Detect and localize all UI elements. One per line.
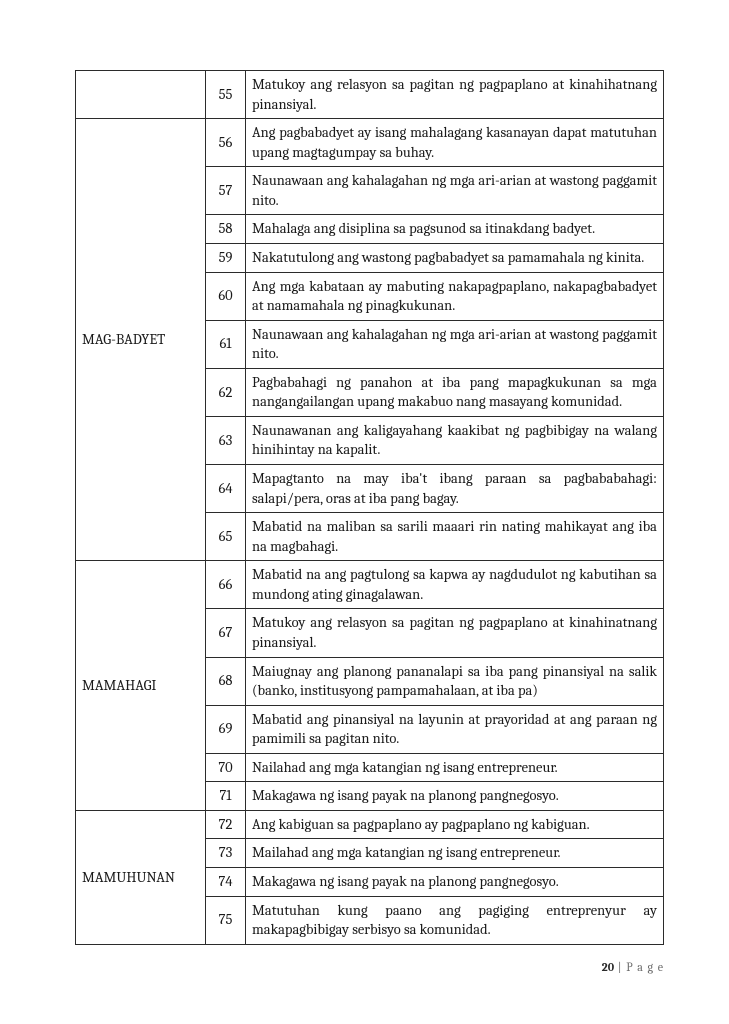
row-number: 57 (206, 167, 246, 215)
row-description: Matutuhan kung paano ang pagiging entrep… (246, 896, 664, 944)
row-number: 56 (206, 119, 246, 167)
row-description: Naunawaan ang kahalagahan ng mga ari-ari… (246, 167, 664, 215)
table-row: 55Matukoy ang relasyon sa pagitan ng pag… (76, 71, 664, 119)
row-description: Mapagtanto na may iba't ibang paraan sa … (246, 465, 664, 513)
category-cell (76, 71, 206, 119)
row-description: Ang mga kabataan ay mabuting nakapagpapl… (246, 272, 664, 320)
row-number: 55 (206, 71, 246, 119)
row-number: 68 (206, 657, 246, 705)
row-number: 59 (206, 243, 246, 272)
row-description: Maiugnay ang planong pananalapi sa iba p… (246, 657, 664, 705)
row-number: 65 (206, 513, 246, 561)
page-label: P a g e (626, 960, 664, 974)
row-number: 75 (206, 896, 246, 944)
row-description: Mabatid na maliban sa sarili maaari rin … (246, 513, 664, 561)
row-description: Mailahad ang mga katangian ng isang entr… (246, 839, 664, 868)
row-number: 63 (206, 416, 246, 464)
page-label-sep: | (618, 960, 626, 974)
row-description: Matukoy ang relasyon sa pagitan ng pagpa… (246, 609, 664, 657)
row-number: 70 (206, 753, 246, 782)
row-description: Naunawaan ang kahalagahan ng mga ari-ari… (246, 320, 664, 368)
row-description: Nakatutulong ang wastong pagbabadyet sa … (246, 243, 664, 272)
row-number: 67 (206, 609, 246, 657)
row-number: 64 (206, 465, 246, 513)
row-description: Matukoy ang relasyon sa pagitan ng pagpa… (246, 71, 664, 119)
row-number: 60 (206, 272, 246, 320)
row-number: 69 (206, 705, 246, 753)
row-number: 74 (206, 868, 246, 897)
row-description: Ang pagbabadyet ay isang mahalagang kasa… (246, 119, 664, 167)
row-description: Mabatid na ang pagtulong sa kapwa ay nag… (246, 561, 664, 609)
row-number: 58 (206, 215, 246, 244)
curriculum-table: 55Matukoy ang relasyon sa pagitan ng pag… (75, 70, 664, 945)
document-page: 55Matukoy ang relasyon sa pagitan ng pag… (0, 0, 729, 1024)
category-cell: MAMUHUNAN (76, 810, 206, 944)
row-description: Makagawa ng isang payak na planong pangn… (246, 868, 664, 897)
category-cell: MAMAHAGI (76, 561, 206, 811)
table-row: MAMAHAGI66Mabatid na ang pagtulong sa ka… (76, 561, 664, 609)
row-number: 71 (206, 782, 246, 811)
row-number: 61 (206, 320, 246, 368)
row-description: Pagbabahagi ng panahon at iba pang mapag… (246, 368, 664, 416)
page-footer: 20 | P a g e (602, 960, 664, 974)
category-cell: MAG-BADYET (76, 119, 206, 561)
row-description: Mabatid ang pinansiyal na layunin at pra… (246, 705, 664, 753)
row-description: Mahalaga ang disiplina sa pagsunod sa it… (246, 215, 664, 244)
row-description: Ang kabiguan sa pagpaplano ay pagpaplano… (246, 810, 664, 839)
table-body: 55Matukoy ang relasyon sa pagitan ng pag… (76, 71, 664, 945)
row-number: 66 (206, 561, 246, 609)
row-number: 73 (206, 839, 246, 868)
row-number: 62 (206, 368, 246, 416)
page-number: 20 (602, 960, 614, 974)
row-description: Makagawa ng isang payak na planong pangn… (246, 782, 664, 811)
row-description: Naunawanan ang kaligayahang kaakibat ng … (246, 416, 664, 464)
table-row: MAMUHUNAN72Ang kabiguan sa pagpaplano ay… (76, 810, 664, 839)
table-row: MAG-BADYET56Ang pagbabadyet ay isang mah… (76, 119, 664, 167)
row-number: 72 (206, 810, 246, 839)
row-description: Nailahad ang mga katangian ng isang entr… (246, 753, 664, 782)
